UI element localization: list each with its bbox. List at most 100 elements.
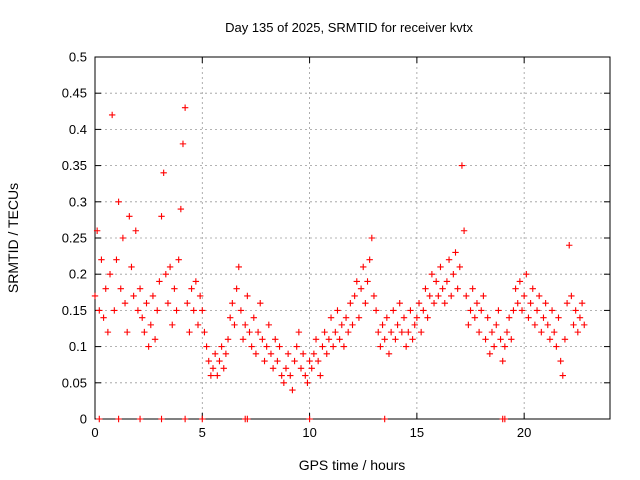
data-point [572,307,579,314]
data-point [151,336,159,343]
data-point [93,227,101,234]
data-point [259,336,266,343]
data-point [214,372,221,379]
data-point [308,365,315,372]
data-point [115,198,122,205]
y-tick-label: 0.3 [69,194,87,209]
data-point [126,213,133,220]
y-tick-label: 0.1 [69,339,87,354]
data-point [314,357,322,365]
data-point [381,415,388,423]
data-point [199,307,206,314]
data-point [422,285,429,292]
data-point [351,292,358,300]
data-point [415,299,423,307]
data-point [123,328,131,336]
data-point [141,328,148,336]
y-tick-label: 0.4 [69,122,87,137]
data-point [136,415,144,423]
data-point [566,242,573,249]
data-point [355,314,363,321]
data-point [360,263,367,271]
data-point [553,343,560,350]
data-point [488,328,496,336]
data-point [385,350,393,358]
data-point [169,321,176,329]
data-point [574,328,582,336]
data-point [244,415,251,423]
data-point [576,314,584,321]
data-point [269,365,277,372]
data-point [407,307,414,314]
data-point [392,336,399,343]
data-point [261,357,268,365]
data-point [561,336,569,343]
data-point [505,314,513,321]
data-point [190,307,197,314]
data-point [291,357,298,365]
plot-frame [94,56,611,420]
data-point [250,314,257,321]
data-point [411,321,418,329]
data-point [149,292,157,300]
x-tick-label: 15 [410,425,424,440]
data-point [501,415,509,423]
data-point [98,256,105,263]
data-point [119,234,127,242]
data-point [312,336,320,343]
data-points [91,104,588,423]
y-tick-label: 0.05 [62,375,87,390]
data-point [199,415,206,423]
data-point [525,314,532,321]
data-point [310,350,318,358]
data-point [128,263,135,271]
data-point [257,299,264,307]
data-point [274,357,281,365]
data-point [516,278,524,285]
data-point [366,256,373,263]
data-point [237,307,245,314]
axis-ticks: 0 0.05 0.1 0.15 0.2 0.25 0.3 0.35 0.4 0.45 0.5 0 5 10… [62,50,610,440]
data-point [473,299,481,307]
data-point [297,365,305,372]
data-point [115,415,122,423]
data-point [252,350,260,358]
data-point [265,321,273,329]
data-point [379,321,386,329]
data-point [216,357,223,365]
data-point [319,343,326,350]
data-point [177,205,185,213]
data-point [546,336,554,343]
data-point [467,307,474,314]
data-point [284,350,292,358]
data-point [435,292,442,300]
data-point [175,256,182,263]
data-point [520,292,528,300]
y-tick-label: 0.2 [69,267,87,282]
data-point [218,343,225,350]
data-point [130,292,137,300]
y-axis-label: SRMTID / TECUs [5,183,21,293]
data-point [220,365,227,372]
data-point [441,299,448,307]
data-point [173,307,180,314]
data-point [235,263,242,271]
data-point [510,307,517,314]
data-point [542,299,549,307]
data-point [454,285,461,292]
data-point [495,307,502,314]
data-point [267,350,275,358]
data-point [450,271,457,278]
data-point [164,299,172,307]
data-point [471,314,479,321]
data-point [306,415,313,423]
data-point [162,271,170,278]
data-point [276,343,283,350]
data-point [529,285,536,292]
data-point [463,292,470,300]
data-point [548,307,556,314]
data-point [353,278,360,285]
y-tick-label: 0.25 [62,231,87,246]
data-point [336,336,343,343]
data-point [478,307,485,314]
